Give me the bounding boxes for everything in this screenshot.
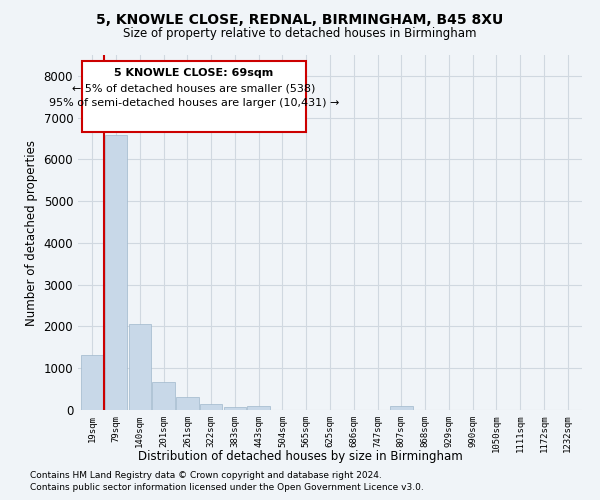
- Text: 5 KNOWLE CLOSE: 69sqm: 5 KNOWLE CLOSE: 69sqm: [114, 68, 274, 78]
- Bar: [224, 406, 246, 410]
- Bar: [105, 135, 127, 410]
- Text: ← 5% of detached houses are smaller (538): ← 5% of detached houses are smaller (538…: [72, 84, 316, 94]
- Text: 95% of semi-detached houses are larger (10,431) →: 95% of semi-detached houses are larger (…: [49, 98, 339, 108]
- Bar: [128, 324, 151, 410]
- Text: Contains public sector information licensed under the Open Government Licence v3: Contains public sector information licen…: [30, 484, 424, 492]
- Bar: [200, 404, 223, 410]
- Text: Size of property relative to detached houses in Birmingham: Size of property relative to detached ho…: [123, 28, 477, 40]
- Y-axis label: Number of detached properties: Number of detached properties: [25, 140, 38, 326]
- Bar: [152, 382, 175, 410]
- Bar: [81, 355, 104, 410]
- Bar: [247, 406, 270, 410]
- Bar: [176, 398, 199, 410]
- Bar: [390, 406, 413, 410]
- Text: 5, KNOWLE CLOSE, REDNAL, BIRMINGHAM, B45 8XU: 5, KNOWLE CLOSE, REDNAL, BIRMINGHAM, B45…: [97, 12, 503, 26]
- Text: Distribution of detached houses by size in Birmingham: Distribution of detached houses by size …: [137, 450, 463, 463]
- Text: Contains HM Land Registry data © Crown copyright and database right 2024.: Contains HM Land Registry data © Crown c…: [30, 471, 382, 480]
- FancyBboxPatch shape: [82, 62, 306, 132]
